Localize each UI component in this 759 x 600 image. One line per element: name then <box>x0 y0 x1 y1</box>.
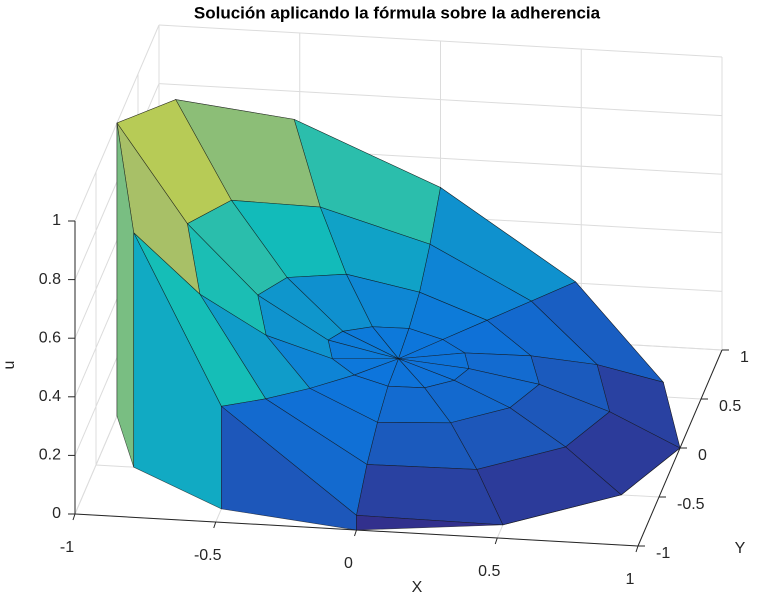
z-tick-label: 1 <box>52 212 61 229</box>
chart-title: Solución aplicando la fórmula sobre la a… <box>194 3 601 22</box>
z-tick-label: 0.8 <box>39 271 61 288</box>
y-tick-label: 1 <box>740 349 749 366</box>
x-tick-label: 0.5 <box>478 563 500 580</box>
x-tick-label: -1 <box>60 539 74 556</box>
x-tick-label: 1 <box>626 571 635 588</box>
x-tick-label: 0 <box>344 555 353 572</box>
y-tick-label: 0 <box>698 447 707 464</box>
z-axis-label: u <box>1 361 18 370</box>
z-tick-label: 0.6 <box>39 329 61 346</box>
tick-mark <box>213 521 217 529</box>
grid-line <box>158 83 723 117</box>
x-tick-label: -0.5 <box>194 547 222 564</box>
x-axis-label: X <box>412 579 423 596</box>
tick-mark <box>72 513 76 521</box>
grid-line <box>158 24 723 58</box>
y-tick-label: 0.5 <box>719 398 741 415</box>
z-tick-label: 0.4 <box>39 388 61 405</box>
tick-mark <box>354 529 357 537</box>
surface-wall <box>356 515 503 531</box>
z-tick-label: 0 <box>52 505 61 522</box>
tick-mark <box>494 537 498 545</box>
y-axis-label: Y <box>735 540 746 557</box>
surface <box>116 99 681 531</box>
surface-wall <box>502 494 622 526</box>
y-tick-label: -1 <box>656 545 670 562</box>
z-tick-label: 0.2 <box>39 447 61 464</box>
y-tick-label: -0.5 <box>677 496 705 513</box>
tick-mark <box>635 545 639 553</box>
surface-wall <box>621 447 681 496</box>
